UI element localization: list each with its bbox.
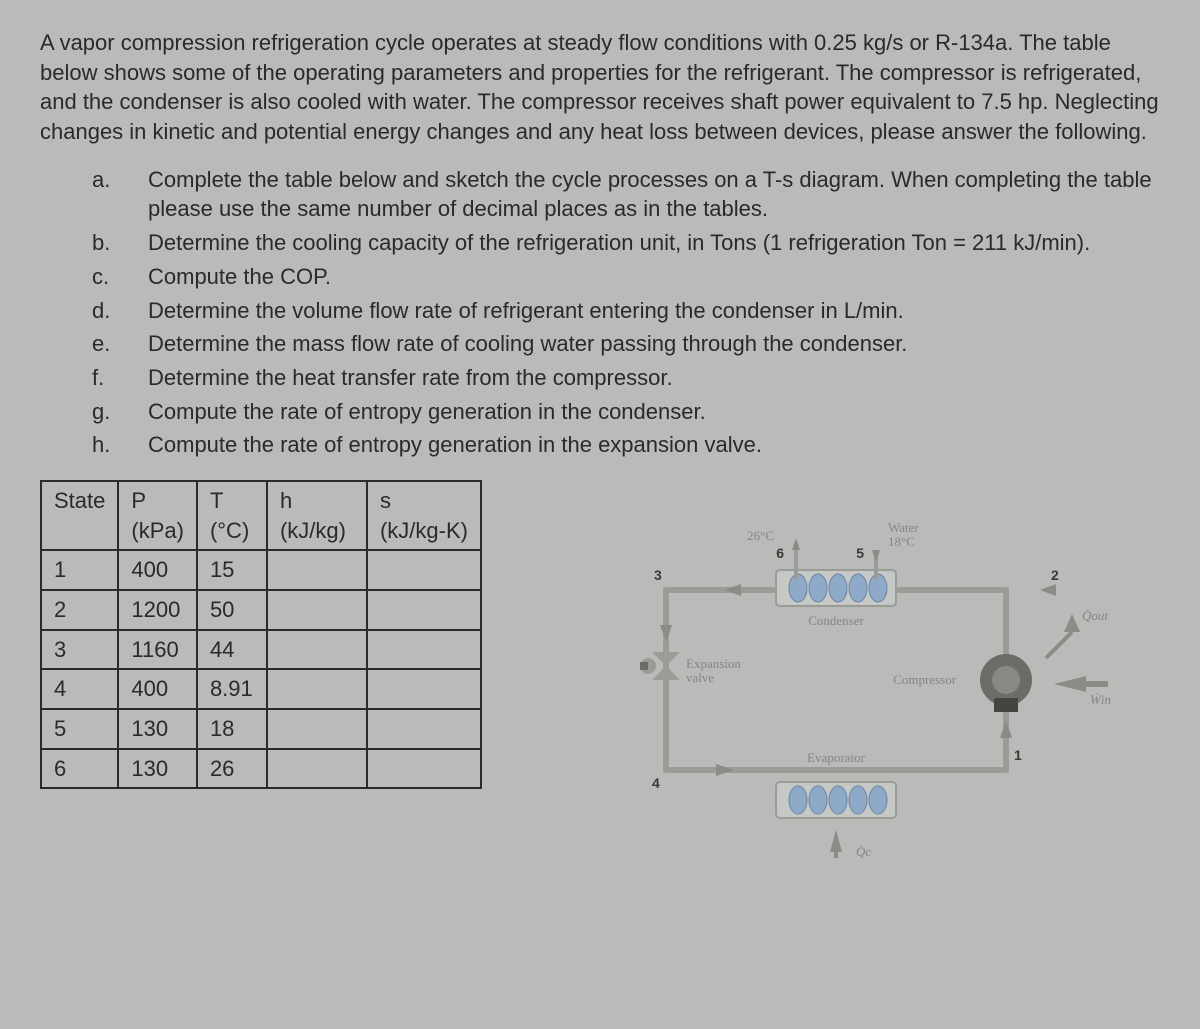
question-c-text: Compute the COP. bbox=[148, 264, 331, 289]
question-a: a.Complete the table below and sketch th… bbox=[120, 165, 1160, 224]
water-label: Water bbox=[888, 520, 919, 535]
expansion-valve-label-1: Expansion bbox=[686, 656, 741, 671]
state-3-label: 3 bbox=[654, 567, 662, 583]
question-g: g.Compute the rate of entropy generation… bbox=[120, 397, 1160, 427]
water-in-temp: 18°C bbox=[888, 534, 915, 549]
question-h: h.Compute the rate of entropy generation… bbox=[120, 430, 1160, 460]
win-arrow-icon bbox=[1054, 676, 1108, 692]
question-b-text: Determine the cooling capacity of the re… bbox=[148, 230, 1090, 255]
question-d-text: Determine the volume flow rate of refrig… bbox=[148, 298, 904, 323]
question-e: e.Determine the mass flow rate of coolin… bbox=[120, 329, 1160, 359]
col-p: P(kPa) bbox=[118, 481, 197, 550]
col-h: h(kJ/kg) bbox=[267, 481, 367, 550]
q-out-label: Q̇out bbox=[1082, 608, 1108, 623]
table-row: 613026 bbox=[41, 749, 481, 789]
expansion-valve-icon bbox=[640, 652, 680, 680]
flow-arrow-icon bbox=[1000, 720, 1012, 738]
table-row: 3116044 bbox=[41, 630, 481, 670]
question-c: c.Compute the COP. bbox=[120, 262, 1160, 292]
question-f-text: Determine the heat transfer rate from th… bbox=[148, 365, 673, 390]
expansion-valve-label-2: valve bbox=[686, 670, 714, 685]
table-row: 140015 bbox=[41, 550, 481, 590]
question-b: b.Determine the cooling capacity of the … bbox=[120, 228, 1160, 258]
problem-intro: A vapor compression refrigeration cycle … bbox=[40, 28, 1160, 147]
question-h-text: Compute the rate of entropy generation i… bbox=[148, 432, 762, 457]
w-in-label: Ẇin bbox=[1090, 692, 1111, 707]
question-d: d.Determine the volume flow rate of refr… bbox=[120, 296, 1160, 326]
flow-arrow-icon bbox=[716, 764, 734, 776]
question-f: f.Determine the heat transfer rate from … bbox=[120, 363, 1160, 393]
table-row: 2120050 bbox=[41, 590, 481, 630]
table-row: 44008.91 bbox=[41, 669, 481, 709]
col-state: State bbox=[41, 481, 118, 550]
state-table: State P(kPa) T(°C) h(kJ/kg) s(kJ/kg-K) 1… bbox=[40, 480, 482, 790]
state-4-label: 4 bbox=[652, 775, 660, 791]
state-1-label: 1 bbox=[1014, 747, 1022, 763]
condenser-label: Condenser bbox=[808, 613, 864, 628]
question-a-text: Complete the table below and sketch the … bbox=[148, 167, 1152, 222]
q-in-label: Q̇c bbox=[856, 844, 871, 859]
state-6-label: 6 bbox=[776, 545, 784, 561]
col-s: s(kJ/kg-K) bbox=[367, 481, 481, 550]
water-out-temp: 26°C bbox=[747, 528, 774, 543]
state-2-label: 2 bbox=[1051, 567, 1059, 583]
question-e-text: Determine the mass flow rate of cooling … bbox=[148, 331, 907, 356]
flow-arrow-icon bbox=[1040, 584, 1056, 596]
col-t: T(°C) bbox=[197, 481, 267, 550]
refrigeration-cycle-diagram: Condenser 26°C 6 Water 18°C 5 Evaporator… bbox=[512, 480, 1160, 868]
question-g-text: Compute the rate of entropy generation i… bbox=[148, 399, 706, 424]
compressor-icon bbox=[980, 654, 1032, 712]
state-5-label: 5 bbox=[856, 545, 864, 561]
question-list: a.Complete the table below and sketch th… bbox=[40, 165, 1160, 460]
flow-arrow-icon bbox=[660, 625, 672, 642]
evaporator-label: Evaporator bbox=[807, 750, 865, 765]
table-row: 513018 bbox=[41, 709, 481, 749]
qout-arrow-icon bbox=[1046, 614, 1080, 658]
flow-arrow-icon bbox=[724, 584, 741, 596]
compressor-label: Compressor bbox=[893, 672, 957, 687]
